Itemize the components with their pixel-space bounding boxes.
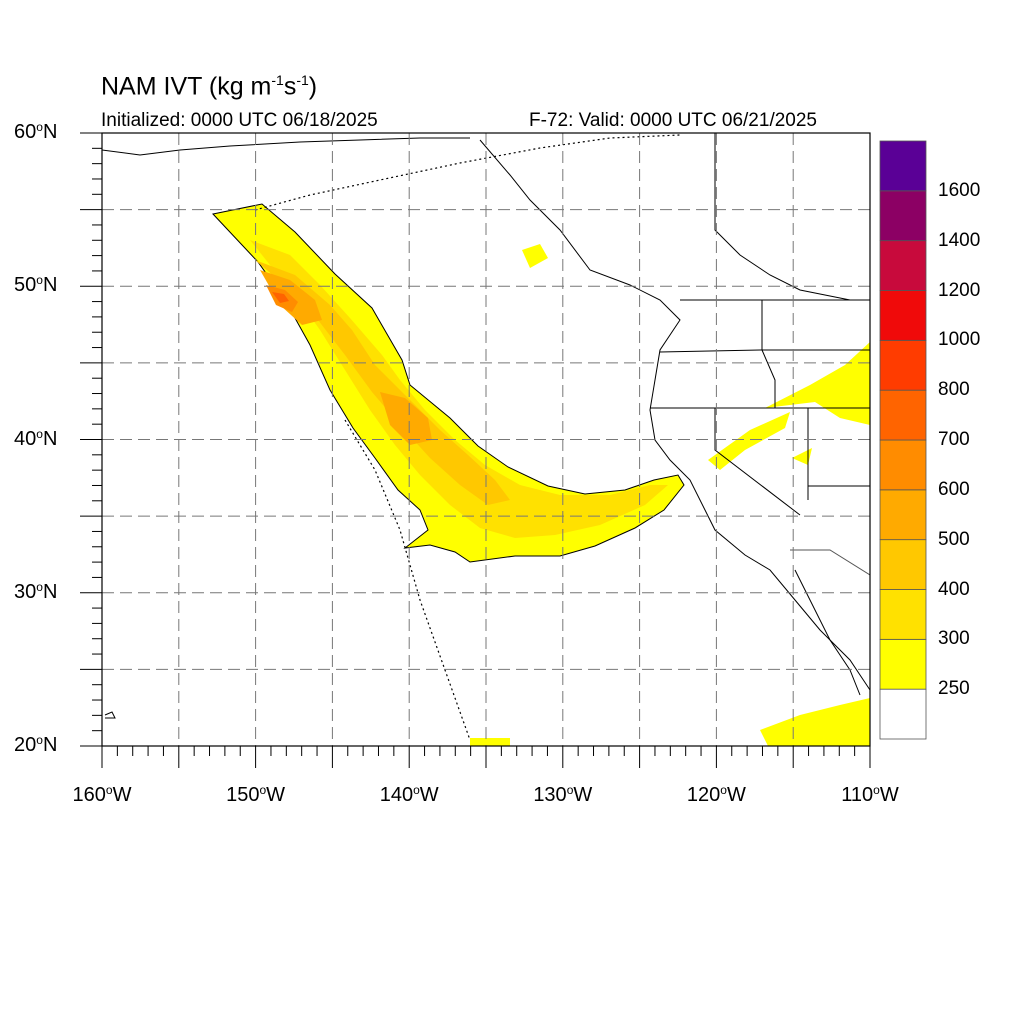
colorbar-label: 300: [938, 628, 970, 650]
ivt-plume-250: [212, 203, 685, 563]
colorbar-label: 1000: [938, 329, 981, 351]
colorbar-swatch: [879, 290, 927, 341]
ivt-plume-400: [255, 260, 510, 505]
lon-label: 150oW: [226, 783, 286, 806]
colorbar-label: 1200: [938, 279, 981, 301]
lon-label: 110oW: [841, 783, 899, 806]
colorbar-label: 600: [938, 478, 970, 500]
colorbar-label: 800: [938, 379, 970, 401]
map-grid: [102, 133, 870, 746]
colorbar-swatch: [879, 589, 927, 640]
map-title: NAM IVT (kg m-1s-1): [101, 72, 317, 101]
ivt-patch-bc: [522, 244, 548, 268]
lat-label: 30oN: [14, 579, 58, 603]
lat-label: 60oN: [14, 120, 58, 143]
lat-label: 50oN: [14, 273, 58, 297]
colorbar-swatch: [879, 339, 927, 391]
colorbar-swatch: [879, 240, 927, 291]
colorbar-label: 700: [938, 429, 970, 450]
ivt-core-500-south: [380, 392, 432, 445]
colorbar-swatch: [879, 439, 927, 491]
state-border-wa-or: [659, 349, 870, 353]
colorbar-label: 1600: [938, 179, 981, 201]
lon-label: 160oW: [72, 783, 132, 806]
ivt-patch-sw: [792, 448, 812, 465]
ivt-patch-nevada: [708, 412, 790, 470]
ivt-patch-intermountain: [765, 342, 870, 425]
baja: [794, 569, 861, 696]
lat-label: 20oN: [14, 733, 58, 756]
colorbar-swatch: [879, 638, 927, 690]
map-content: [102, 133, 870, 746]
hawaii-islands: [104, 711, 116, 719]
lon-label: 120oW: [686, 783, 746, 806]
state-border-ca-nv: [714, 408, 801, 516]
ivt-patch-mexico: [760, 698, 870, 746]
title-sup2: -1: [296, 72, 309, 88]
colorbar-swatch: [879, 389, 927, 441]
west-coastline: [479, 139, 870, 691]
colorbar-label: 250: [938, 678, 970, 700]
ivt-patch-south: [470, 738, 510, 746]
colorbar-label: 1400: [938, 229, 981, 251]
alaska-coast: [102, 137, 470, 156]
colorbar-label: 500: [938, 528, 970, 550]
ivt-core-700: [272, 292, 289, 303]
lat-label: 40oN: [14, 426, 58, 450]
colorbar-swatch: [879, 539, 927, 590]
map-ticks: [80, 132, 871, 768]
title-prefix: NAM IVT (kg m: [101, 72, 272, 101]
colorbar-label: 400: [938, 578, 970, 600]
valid-time: F-72: Valid: 0000 UTC 06/21/2025: [529, 110, 817, 131]
title-mid: s: [283, 72, 297, 101]
colorbar-swatch: [879, 688, 927, 740]
dotted-boundary-north: [254, 134, 681, 211]
lon-label: 140oW: [379, 783, 439, 806]
coastline: [714, 133, 870, 301]
colorbar-swatch: [879, 140, 927, 192]
init-time: Initialized: 0000 UTC 06/18/2025: [101, 110, 378, 131]
title-suffix: ): [308, 72, 318, 101]
border-mexico: [790, 549, 870, 576]
title-sup1: -1: [271, 72, 284, 88]
colorbar: [879, 140, 927, 740]
colorbar-swatch: [879, 489, 927, 541]
colorbar-swatch: [879, 190, 927, 242]
lon-label: 130oW: [533, 783, 593, 806]
state-border-id: [761, 300, 776, 408]
